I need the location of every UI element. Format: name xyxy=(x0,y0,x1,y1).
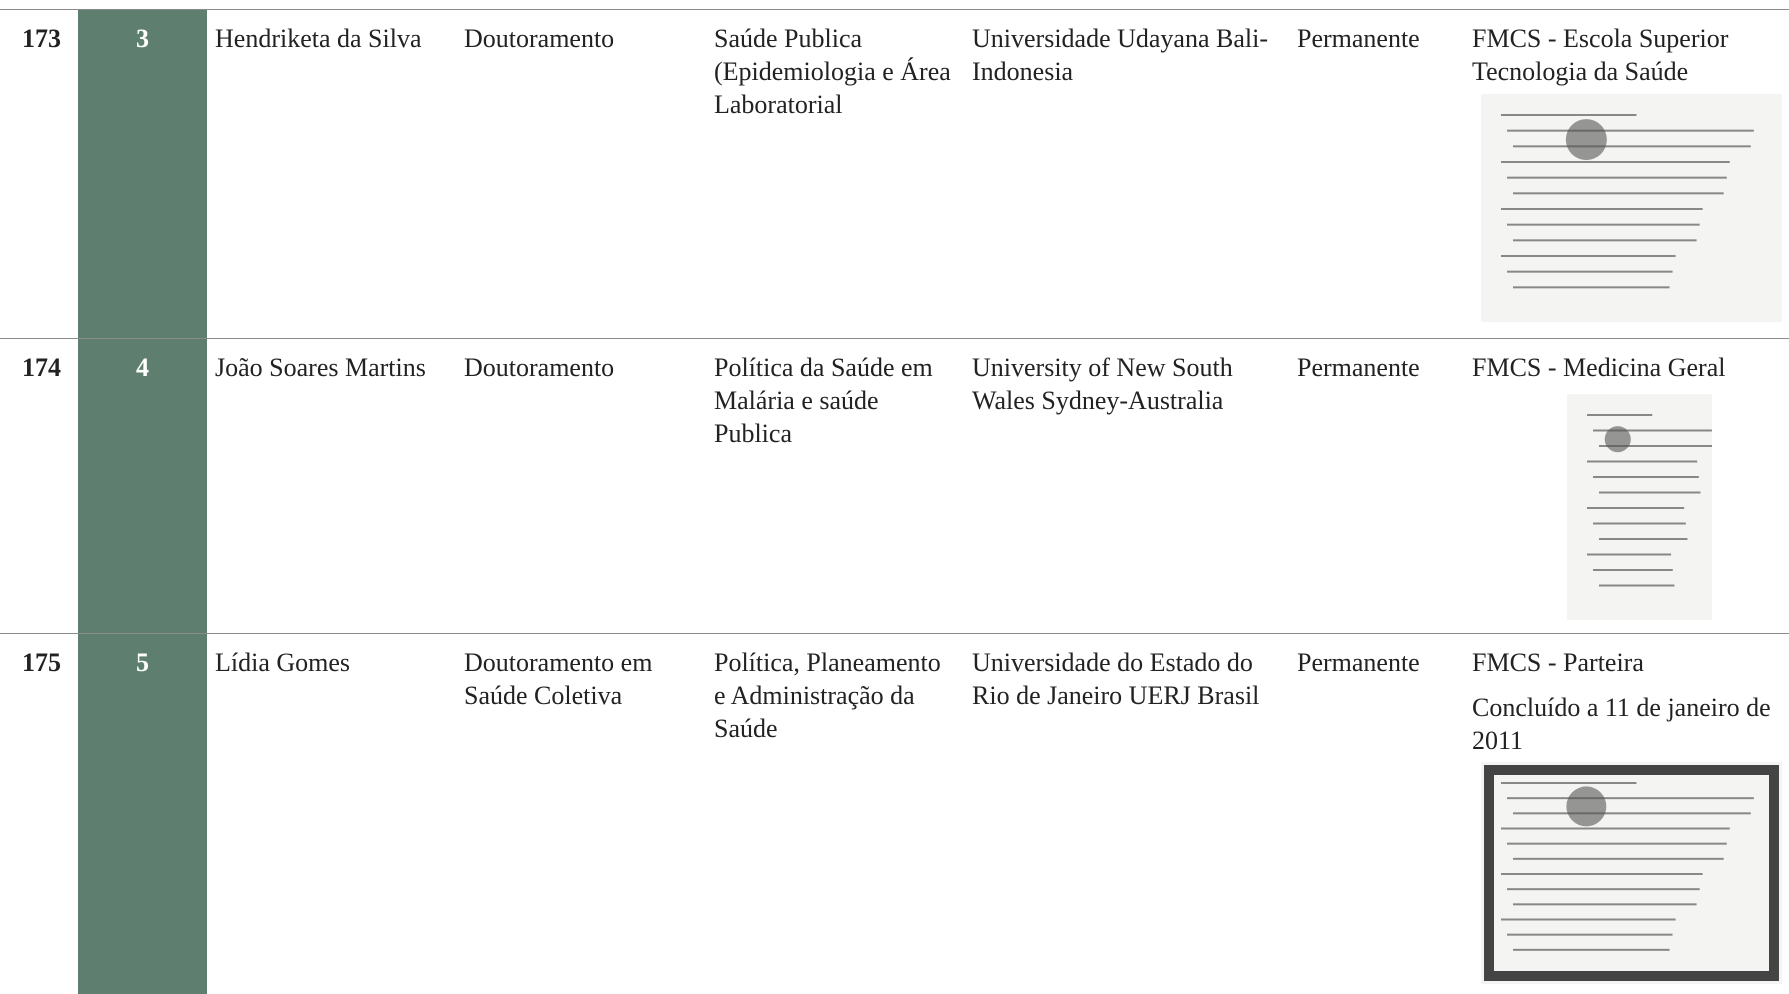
certificate-image xyxy=(1481,762,1782,984)
scan-graphic xyxy=(1587,414,1714,587)
cell-status: Permanente xyxy=(1289,10,1464,339)
certificate-image xyxy=(1567,394,1714,620)
table-row: 173 3 Hendriketa da Silva Doutoramento Saúde… xyxy=(0,9,1789,339)
table-row: 175 5 Lídia Gomes Doutoramento em Saúde Col… xyxy=(0,633,1789,994)
cell-university: Universidade do Estado do Rio de Janeiro… xyxy=(964,634,1289,994)
field: Política, Planeamento e Administração da… xyxy=(714,648,941,743)
scan-graphic xyxy=(1484,765,1779,981)
cell-degree: Doutoramento em Saúde Coletiva xyxy=(456,634,706,994)
cell-faculty: FMCS - Parteira Concluído a 11 de janeiro… xyxy=(1464,634,1789,994)
order: 4 xyxy=(136,353,149,382)
status: Permanente xyxy=(1297,24,1420,53)
status: Permanente xyxy=(1297,648,1420,677)
number: 175 xyxy=(22,648,61,677)
cell-field: Saúde Publica (Epidemiologia e Área Labo… xyxy=(706,10,964,339)
scan-graphic xyxy=(1501,114,1754,289)
cell-faculty: FMCS - Medicina Geral xyxy=(1464,339,1789,634)
faculty: FMCS - Escola Superior Tecnologia da Saú… xyxy=(1472,24,1729,86)
number: 174 xyxy=(22,353,61,382)
degree: Doutoramento xyxy=(464,353,615,382)
status: Permanente xyxy=(1297,353,1420,382)
cell-degree: Doutoramento xyxy=(456,10,706,339)
name: Lídia Gomes xyxy=(215,648,351,677)
cell-number: 174 xyxy=(0,339,78,634)
table-row: 174 4 João Soares Martins Doutoramento Polít… xyxy=(0,338,1789,634)
university: Universidade do Estado do Rio de Janeiro… xyxy=(972,648,1260,710)
cell-name: João Soares Martins xyxy=(207,339,456,634)
field: Política da Saúde em Malária e saúde Pub… xyxy=(714,353,933,448)
cell-faculty: FMCS - Escola Superior Tecnologia da Saú… xyxy=(1464,10,1789,339)
order: 3 xyxy=(136,24,149,53)
cell-field: Política, Planeamento e Administração da… xyxy=(706,634,964,994)
number: 173 xyxy=(22,24,61,53)
cell-order: 5 xyxy=(78,634,207,994)
faculty: FMCS - Parteira xyxy=(1472,648,1644,677)
cell-status: Permanente xyxy=(1289,634,1464,994)
name: Hendriketa da Silva xyxy=(215,24,422,53)
cell-degree: Doutoramento xyxy=(456,339,706,634)
cell-order: 3 xyxy=(78,10,207,339)
name: João Soares Martins xyxy=(215,353,426,382)
faculty: FMCS - Medicina Geral xyxy=(1472,353,1726,382)
certificate-image xyxy=(1481,94,1782,322)
cell-university: University of New South Wales Sydney-Aus… xyxy=(964,339,1289,634)
cell-university: Universidade Udayana Bali-Indonesia xyxy=(964,10,1289,339)
cell-name: Lídia Gomes xyxy=(207,634,456,994)
cell-status: Permanente xyxy=(1289,339,1464,634)
cell-field: Política da Saúde em Malária e saúde Pub… xyxy=(706,339,964,634)
degree: Doutoramento xyxy=(464,24,615,53)
note: Concluído a 11 de janeiro de 2011 xyxy=(1472,693,1771,755)
order: 5 xyxy=(136,648,149,677)
degree: Doutoramento em Saúde Coletiva xyxy=(464,648,653,710)
cell-name: Hendriketa da Silva xyxy=(207,10,456,339)
university: Universidade Udayana Bali-Indonesia xyxy=(972,24,1269,86)
field: Saúde Publica (Epidemiologia e Área Labo… xyxy=(714,24,951,119)
university: University of New South Wales Sydney-Aus… xyxy=(972,353,1233,415)
cell-number: 173 xyxy=(0,10,78,339)
cell-number: 175 xyxy=(0,634,78,994)
cell-order: 4 xyxy=(78,339,207,634)
